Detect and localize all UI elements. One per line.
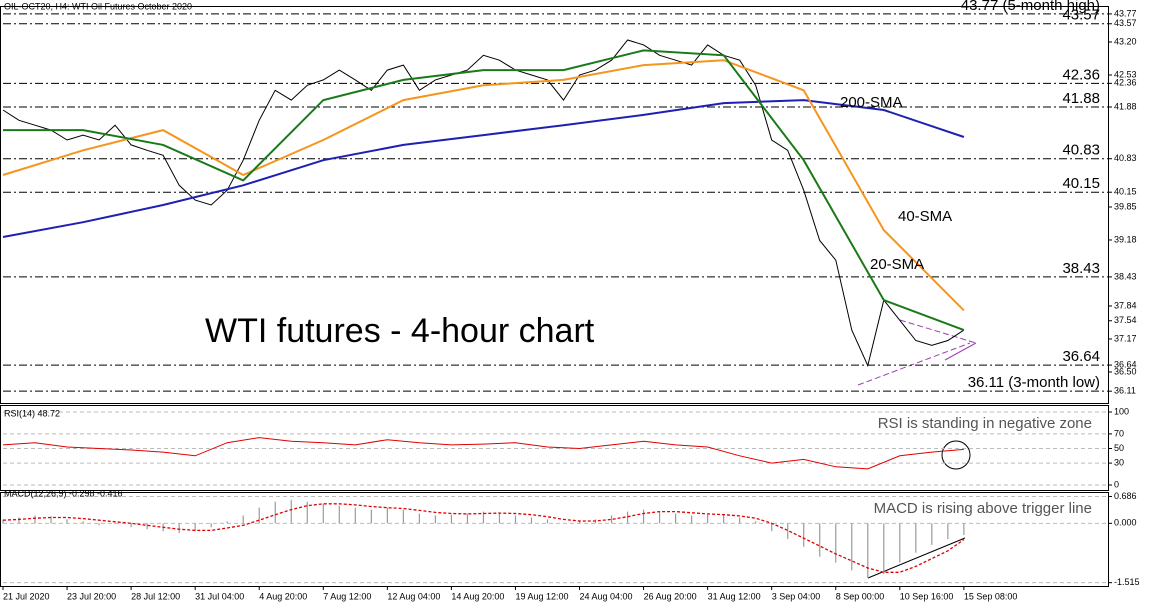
panel-annotation: RSI is standing in negative zone <box>878 415 1092 432</box>
panel-annotation: MACD is rising above trigger line <box>874 500 1092 517</box>
y-tick-label: 39.85 <box>1114 201 1137 211</box>
level-label: 41.88 <box>1062 90 1100 107</box>
level-label: 38.43 <box>1062 260 1100 277</box>
y-tick-label: 43.20 <box>1114 36 1137 46</box>
y-tick-label: 40.15 <box>1114 187 1137 197</box>
level-label: 43.57 <box>1062 7 1100 24</box>
y-tick-label: 40.83 <box>1114 153 1137 163</box>
level-label: 36.64 <box>1062 348 1100 365</box>
x-tick-label: 8 Sep 00:00 <box>836 591 885 601</box>
trend-line <box>944 342 977 361</box>
y-tick-label: 0 <box>1114 479 1119 489</box>
y-tick-label: 36.50 <box>1114 366 1137 376</box>
y-tick-label: 43.57 <box>1114 18 1137 28</box>
series-line <box>2 39 965 368</box>
level-label: 40.15 <box>1062 175 1100 192</box>
panel-title: OIL-OCT20, H4: WTI Oil Futures October 2… <box>4 1 192 11</box>
y-tick-label: 36.64 <box>1114 359 1137 369</box>
y-tick-label: 39.18 <box>1114 234 1137 244</box>
series-label: 40-SMA <box>898 208 952 225</box>
x-tick-label: 26 Aug 20:00 <box>644 591 697 601</box>
x-tick-label: 7 Aug 12:00 <box>323 591 371 601</box>
main-panel <box>0 6 1109 404</box>
x-tick-label: 3 Sep 04:00 <box>772 591 821 601</box>
x-tick-label: 14 Aug 20:00 <box>451 591 504 601</box>
y-tick-label: 37.17 <box>1114 333 1137 343</box>
y-tick-label: 43.77 <box>1114 8 1137 18</box>
y-tick-label: 36.11 <box>1114 386 1136 396</box>
level-label: 43.77 (5-month high) <box>961 0 1100 14</box>
y-tick-label: 37.54 <box>1114 315 1137 325</box>
x-tick-label: 21 Jul 2020 <box>3 591 50 601</box>
macd-panel <box>0 492 1109 587</box>
y-tick-label: -1.515 <box>1114 577 1140 587</box>
chart-annotation: WTI futures - 4-hour chart <box>205 312 595 350</box>
y-tick-label: 0.686 <box>1114 491 1137 501</box>
y-tick-label: 37.84 <box>1114 300 1137 310</box>
series-line <box>3 49 965 332</box>
x-tick-label: 10 Sep 16:00 <box>900 591 954 601</box>
x-tick-label: 28 Jul 12:00 <box>131 591 180 601</box>
panel-title: MACD(12,26,9) -0.298 -0.416 <box>4 488 123 498</box>
series-label: 200-SMA <box>840 94 903 111</box>
signal-line <box>2 503 965 573</box>
y-tick-label: 41.88 <box>1114 101 1137 111</box>
series-label: 20-SMA <box>870 256 924 273</box>
trend-line <box>857 342 971 386</box>
panel-title: RSI(14) 48.72 <box>4 408 60 418</box>
trend-line <box>899 319 977 344</box>
x-tick-label: 19 Aug 12:00 <box>515 591 568 601</box>
level-label: 36.11 (3-month low) <box>968 374 1100 391</box>
y-tick-label: 0.000 <box>1114 518 1137 528</box>
y-tick-label: 100 <box>1114 406 1129 416</box>
x-tick-label: 24 Aug 04:00 <box>580 591 633 601</box>
y-tick-label: 42.36 <box>1114 78 1137 88</box>
y-tick-label: 30 <box>1114 457 1124 467</box>
y-tick-label: 70 <box>1114 428 1124 438</box>
level-label: 40.83 <box>1062 142 1100 159</box>
x-tick-label: 31 Aug 12:00 <box>708 591 761 601</box>
series-line <box>2 99 965 238</box>
y-tick-label: 42.53 <box>1114 69 1137 79</box>
series-line <box>2 437 964 470</box>
y-tick-label: 38.43 <box>1114 271 1137 281</box>
x-tick-label: 31 Jul 04:00 <box>195 591 244 601</box>
highlight-circle <box>941 440 971 470</box>
level-label: 42.36 <box>1062 66 1100 83</box>
x-tick-label: 12 Aug 04:00 <box>387 591 440 601</box>
x-tick-label: 23 Jul 20:00 <box>67 591 116 601</box>
y-tick-label: 50 <box>1114 443 1124 453</box>
x-tick-label: 4 Aug 20:00 <box>259 591 307 601</box>
x-tick-label: 15 Sep 08:00 <box>964 591 1018 601</box>
series-line <box>2 59 965 312</box>
